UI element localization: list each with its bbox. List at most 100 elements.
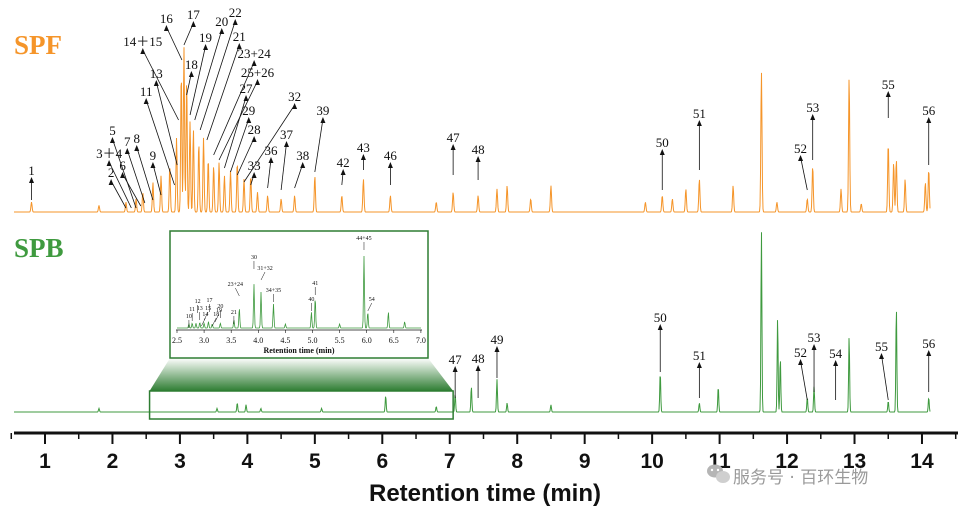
- spf-peak-label: 28: [236, 122, 261, 176]
- spf-label-text: 9: [150, 148, 157, 163]
- spf-label-leader: [166, 26, 183, 61]
- spf-label-arrowhead: [340, 169, 346, 175]
- spf-peak-label: 8: [133, 131, 154, 201]
- x-tick-label: 10: [640, 450, 663, 473]
- spf-peak-label: 23+24: [213, 46, 271, 156]
- spf-label-arrowhead: [450, 144, 456, 150]
- inset-peak-label: 13: [197, 306, 203, 320]
- spf-label-arrowhead: [926, 117, 932, 123]
- spf-peak-label: 43: [357, 140, 370, 170]
- inset-label-text: 14: [202, 312, 208, 318]
- spb-peak-label: 53: [808, 330, 821, 392]
- spb-label-text: 52: [794, 345, 807, 360]
- x-tick-label: 9: [579, 450, 591, 473]
- spf-label-text: 48: [472, 142, 485, 157]
- spb-peak-label: 55: [875, 339, 889, 401]
- spf-label-leader: [122, 173, 142, 207]
- spf-label-arrowhead: [300, 162, 306, 168]
- inset-tick-label: 2.5: [172, 336, 182, 345]
- spf-label-text: 21: [233, 29, 246, 44]
- x-tick-label: 8: [511, 450, 523, 473]
- spf-peak-label: 5: [109, 123, 137, 209]
- spf-label-text: 53: [806, 100, 819, 115]
- inset-peak-label: 10: [186, 314, 192, 328]
- spb-label-arrowhead: [833, 360, 839, 366]
- spf-peak-label: 55: [882, 77, 895, 118]
- inset-label-text: 17: [207, 298, 213, 304]
- spf-label-leader: [142, 49, 179, 121]
- inset-peak-label: 11: [189, 307, 195, 321]
- inset-peak-label: 34+35: [266, 288, 281, 302]
- spf-label-text: 36: [264, 143, 278, 158]
- spf-label-arrowhead: [268, 157, 274, 163]
- spf-peak-label: 50: [656, 135, 669, 190]
- spf-peak-label: 39: [314, 103, 329, 173]
- spf-peak-label: 46: [384, 148, 397, 185]
- spb-label-text: 48: [472, 351, 485, 366]
- spf-label-arrowhead: [243, 95, 249, 101]
- spf-peak-label: 9: [150, 148, 162, 196]
- spf-label-arrowhead: [475, 156, 481, 162]
- spb-peak-label: 49: [490, 332, 503, 378]
- inset-label-leader: [214, 313, 220, 323]
- spf-label-arrowhead: [109, 137, 115, 143]
- spf-label-arrowhead: [254, 79, 260, 85]
- spf-label-text: 38: [296, 148, 309, 163]
- spf-peak-label: 37: [280, 127, 294, 191]
- spf-label-text: 14＋15: [123, 34, 162, 49]
- inset-peak-label: 20: [217, 304, 223, 318]
- spf-label-arrowhead: [251, 60, 257, 66]
- spf-label-arrowhead: [810, 114, 816, 120]
- spf-label-arrowhead: [696, 120, 702, 126]
- spf-label-leader: [155, 81, 178, 166]
- spf-label-text: 39: [316, 103, 329, 118]
- spf-label-text: 56: [922, 103, 936, 118]
- inset-chromatogram: 2.5 3.0 3.5 4.0 4.5 5.0 5.5 6.0 6.5 7.0 Retention …: [169, 230, 429, 359]
- inset-peak-label: 14: [201, 312, 208, 327]
- spb-peak-label: 51: [693, 348, 706, 398]
- x-tick-label: 7: [444, 450, 456, 473]
- inset-peak-label: 40: [308, 297, 314, 311]
- spf-label-text: 23+24: [237, 46, 271, 61]
- spf-label-text: 51: [693, 106, 706, 121]
- inset-label-text: 44+45: [356, 236, 371, 242]
- x-axis: Retention time (min) 1 2 3 4 5 6 7 8 9 10 11 12 13 14: [10, 431, 958, 507]
- spf-peak-label: 16: [160, 11, 183, 61]
- spf-label-text: 43: [357, 140, 370, 155]
- spf-label-text: 25+26: [241, 65, 275, 80]
- spb-peak-label: 52: [794, 345, 808, 401]
- inset-tick-label: 6.0: [362, 336, 372, 345]
- x-axis-title: Retention time (min): [369, 480, 601, 507]
- spb-label-arrowhead: [811, 344, 817, 350]
- inset-label-text: 10: [186, 314, 192, 320]
- watermark: 服务号 · 百环生物: [707, 464, 868, 488]
- spf-peak-label: 20: [194, 14, 228, 121]
- zoom-region-box: [148, 390, 454, 420]
- spf-label-arrowhead: [251, 172, 257, 178]
- spb-peak-label: 47: [449, 352, 462, 398]
- spf-peak-label: 47: [447, 130, 460, 175]
- spf-label-arrowhead: [143, 98, 149, 104]
- spf-label-text: 27: [240, 81, 254, 96]
- spf-peak-label: 52: [794, 141, 808, 191]
- spf-label-arrowhead: [284, 141, 290, 147]
- spf-label-leader: [267, 158, 272, 189]
- spb-label-leader: [881, 354, 889, 401]
- spf-label-text: 33: [248, 158, 261, 173]
- spf-label-leader: [145, 99, 175, 186]
- spf-peak-label: 6: [119, 158, 142, 207]
- inset-label-leader: [260, 271, 266, 281]
- inset-tick-label: 5.5: [335, 336, 345, 345]
- spb-peak-label: 56: [922, 336, 936, 392]
- inset-x-axis-title: Retention time (min): [263, 346, 334, 355]
- spf-peak-label: 36: [264, 143, 278, 189]
- spf-label-arrowhead: [659, 149, 665, 155]
- inset-tick-label: 6.5: [389, 336, 399, 345]
- inset-label-text: 23+24: [228, 282, 243, 288]
- spf-label-leader: [108, 161, 132, 209]
- spf-label-arrowhead: [163, 25, 169, 31]
- inset-label-text: 21: [231, 310, 237, 316]
- spf-label-arrowhead: [360, 154, 366, 160]
